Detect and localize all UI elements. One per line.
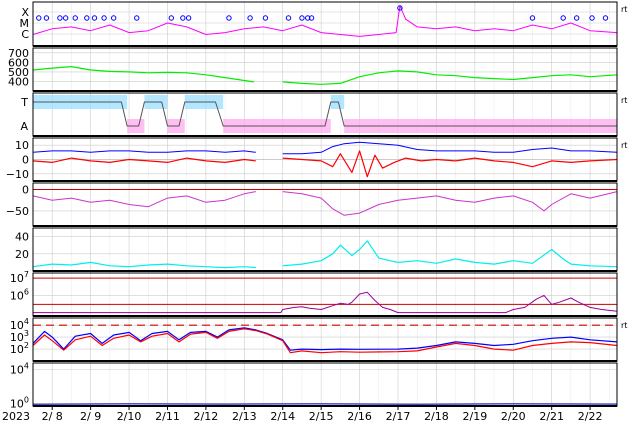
flare-marker <box>262 15 269 21</box>
sector-band <box>121 95 128 109</box>
imf-bt-line <box>32 141 618 155</box>
sector-direction-line <box>33 101 617 127</box>
temperature-tick-label: 106 <box>10 287 29 302</box>
x-tick-label: 2/20 <box>501 410 526 423</box>
x-tick-label: 2/21 <box>539 410 564 423</box>
flux-tick-label: 103 <box>10 329 29 344</box>
flare-marker <box>529 15 536 21</box>
electron-flux-line <box>32 327 618 351</box>
frame-layer <box>32 1 618 410</box>
flux-tick-label: 104 <box>10 317 29 332</box>
flare-marker <box>110 15 117 21</box>
x-tick-label: 2/17 <box>386 410 411 423</box>
imf-tick-label: 0 <box>22 154 29 167</box>
x-axis-year-label: 2023 <box>2 410 30 423</box>
sector-band <box>161 95 168 109</box>
panel-frame <box>32 1 618 47</box>
x-tick-label: 2/12 <box>194 410 219 423</box>
realtime-marker: rt <box>621 141 627 150</box>
grid-layer <box>33 2 617 406</box>
flare-marker <box>36 15 42 21</box>
flare-marker <box>226 15 232 21</box>
speed-tick-label: 500 <box>8 66 29 79</box>
flare-marker <box>91 15 98 21</box>
sector-band <box>138 119 145 133</box>
flare-marker <box>168 15 175 21</box>
panel-frame <box>32 272 618 317</box>
phi-angle-line <box>32 191 618 216</box>
speed-tick-label: 400 <box>8 75 29 88</box>
flare-marker <box>299 15 305 21</box>
x-tick-label: 2/18 <box>424 410 449 423</box>
imf-tick-label: −10 <box>6 168 29 181</box>
flare-marker <box>185 15 192 21</box>
xray-class-tick-label: M <box>20 17 30 30</box>
density-tick-label: 20 <box>15 248 29 261</box>
flare-marker <box>134 15 140 21</box>
x-tick-label: 2/ 8 <box>42 410 63 423</box>
realtime-marker: rt <box>621 5 627 14</box>
flare-marker <box>397 5 403 11</box>
xray-flux-line <box>32 5 618 37</box>
data-layer <box>32 5 618 405</box>
sector-band <box>338 95 345 109</box>
flare-marker <box>72 15 78 21</box>
bottom-flux-tick-label: 100 <box>10 395 29 410</box>
x-tick-label: 2/19 <box>462 410 487 423</box>
realtime-marker: rt <box>621 321 627 330</box>
x-tick-label: 2/ 9 <box>80 410 101 423</box>
sector-band <box>215 95 224 109</box>
flare-marker <box>305 15 311 21</box>
x-tick-label: 2/10 <box>117 410 142 423</box>
flare-marker <box>285 15 292 21</box>
x-tick-label: 2/14 <box>270 410 295 423</box>
xray-class-tick-label: X <box>21 6 29 19</box>
flare-marker <box>62 15 69 21</box>
flare-marker <box>84 15 90 21</box>
phi-tick-label: 0 <box>22 183 29 196</box>
sector-away-label: A <box>20 120 28 133</box>
imf-tick-label: 10 <box>15 139 29 152</box>
phi-tick-label: −50 <box>6 205 29 218</box>
flare-marker <box>101 15 107 21</box>
x-tick-label: 2/13 <box>232 410 257 423</box>
imf-bz-line <box>32 150 618 178</box>
x-tick-label: 2/22 <box>578 410 603 423</box>
temperature-line <box>33 291 618 314</box>
speed-tick-label: 700 <box>8 47 29 60</box>
speed-tick-label: 600 <box>8 56 29 69</box>
solar-wind-speed-line <box>32 66 618 85</box>
label-layer: XMC400500600700TA100−100−502040106107102… <box>2 5 627 423</box>
x-tick-label: 2/16 <box>347 410 372 423</box>
density-line <box>32 240 618 269</box>
flare-marker <box>589 15 595 21</box>
temperature-tick-label: 107 <box>10 270 29 285</box>
density-tick-label: 40 <box>15 231 29 244</box>
bottom-flux-tick-label: 104 <box>10 362 29 377</box>
flare-marker <box>43 15 50 21</box>
panel-frame <box>32 227 618 272</box>
flare-marker <box>247 15 253 21</box>
flare-marker <box>602 15 609 21</box>
proton-flux-line <box>32 328 618 354</box>
flare-marker <box>573 15 580 21</box>
flare-marker <box>180 15 186 21</box>
flare-marker <box>308 15 315 21</box>
sector-band <box>325 119 331 133</box>
sector-band <box>179 119 185 133</box>
panel-frame <box>32 317 618 362</box>
flare-marker <box>560 15 566 21</box>
flare-marker <box>57 15 63 21</box>
xray-class-tick-label: C <box>21 28 29 41</box>
sector-toward-label: T <box>20 96 28 109</box>
x-tick-label: 2/11 <box>155 410 180 423</box>
realtime-marker: rt <box>621 96 627 105</box>
flux-tick-label: 102 <box>10 341 29 356</box>
x-tick-label: 2/15 <box>309 410 334 423</box>
